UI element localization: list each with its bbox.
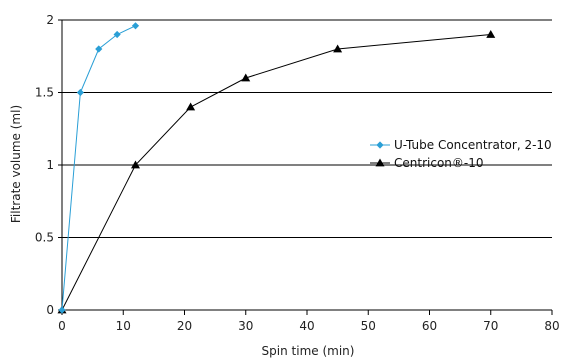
data-point-0-4	[131, 22, 140, 30]
data-point-0-3	[113, 30, 121, 39]
y-tick-label-2: 1	[46, 158, 54, 172]
data-point-1-3	[241, 73, 251, 82]
series-layer	[57, 22, 496, 314]
tick-labels: 00.511.520 10 20 30 40 50 60 70 80	[35, 13, 560, 333]
legend-entry-0: U-Tube Concentrator, 2-10	[370, 138, 552, 152]
x-tick-label-7: 70	[483, 319, 498, 333]
grid-lines	[62, 19, 552, 238]
y-tick-label-1: 0.5	[35, 231, 54, 245]
legend-label-0: U-Tube Concentrator, 2-10	[394, 138, 552, 152]
data-point-0-0	[58, 306, 66, 314]
data-point-1-4	[333, 44, 343, 53]
y-tick-label-4: 2	[46, 13, 54, 27]
data-point-1-5	[486, 30, 496, 38]
y-axis-title: Filtrate volume (ml)	[9, 105, 23, 223]
x-tick-label-2: 20	[177, 319, 192, 333]
data-point-0-1	[76, 88, 84, 97]
axes	[58, 19, 553, 315]
legend-marker-1	[375, 158, 385, 167]
series-line-0	[61, 25, 136, 311]
x-tick-label-3: 30	[238, 319, 253, 333]
legend-marker-0	[376, 141, 384, 149]
x-tick-label-6: 60	[422, 319, 437, 333]
series-line-1	[61, 34, 491, 311]
series-0	[58, 22, 140, 314]
legend-entry-1: Centricon®-10	[370, 156, 483, 170]
x-tick-label-0: 0	[58, 319, 66, 333]
data-point-1-1	[131, 160, 140, 169]
data-point-0-2	[95, 45, 103, 53]
y-tick-label-3: 1.5	[35, 86, 54, 100]
legend-label-1: Centricon®-10	[394, 156, 483, 170]
x-tick-label-4: 40	[299, 319, 314, 333]
data-point-1-2	[186, 102, 196, 111]
series-1	[57, 30, 496, 314]
y-tick-label-0: 0	[46, 303, 54, 317]
x-tick-label-1: 10	[116, 319, 131, 333]
x-tick-label-8: 80	[544, 319, 559, 333]
x-axis-title: Spin time (min)	[262, 344, 355, 358]
x-tick-label-5: 50	[361, 319, 376, 333]
legend: U-Tube Concentrator, 2-10 Centricon®-10	[370, 138, 552, 170]
